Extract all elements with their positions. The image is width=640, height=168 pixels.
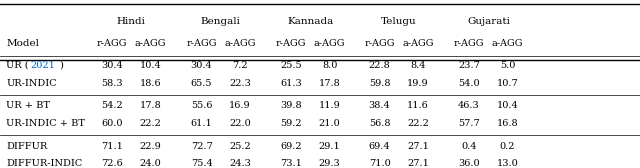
Text: r-AGG: r-AGG [276,39,307,48]
Text: 59.8: 59.8 [369,79,390,88]
Text: 16.9: 16.9 [229,101,251,110]
Text: 10.4: 10.4 [497,101,518,110]
Text: Telugu: Telugu [381,16,417,26]
Text: 8.0: 8.0 [322,61,337,70]
Text: UR-INDIC + BT: UR-INDIC + BT [6,119,85,128]
Text: 56.8: 56.8 [369,119,390,128]
Text: a-AGG: a-AGG [492,39,524,48]
Text: 16.8: 16.8 [497,119,518,128]
Text: 25.5: 25.5 [280,61,302,70]
Text: 2021: 2021 [31,61,56,70]
Text: Bengali: Bengali [201,16,241,26]
Text: 73.1: 73.1 [280,159,302,168]
Text: 0.2: 0.2 [500,142,515,151]
Text: 27.1: 27.1 [407,159,429,168]
Text: 39.8: 39.8 [280,101,302,110]
Text: 71.0: 71.0 [369,159,390,168]
Text: 17.8: 17.8 [319,79,340,88]
Text: 25.2: 25.2 [229,142,251,151]
Text: 59.2: 59.2 [280,119,302,128]
Text: a-AGG: a-AGG [402,39,434,48]
Text: 21.0: 21.0 [319,119,340,128]
Text: 27.1: 27.1 [407,142,429,151]
Text: 29.1: 29.1 [319,142,340,151]
Text: 29.3: 29.3 [319,159,340,168]
Text: 11.9: 11.9 [319,101,340,110]
Text: 72.6: 72.6 [101,159,123,168]
Text: 19.9: 19.9 [407,79,429,88]
Text: 72.7: 72.7 [191,142,212,151]
Text: 58.3: 58.3 [101,79,123,88]
Text: 11.6: 11.6 [407,101,429,110]
Text: Gujarati: Gujarati [467,16,509,26]
Text: 54.2: 54.2 [101,101,123,110]
Text: UR (: UR ( [6,61,29,70]
Text: 13.0: 13.0 [497,159,518,168]
Text: DIFFUR-INDIC: DIFFUR-INDIC [6,159,83,168]
Text: 23.7: 23.7 [458,61,480,70]
Text: a-AGG: a-AGG [134,39,166,48]
Text: 0.4: 0.4 [461,142,477,151]
Text: ): ) [59,61,63,70]
Text: 36.0: 36.0 [458,159,480,168]
Text: 24.3: 24.3 [229,159,251,168]
Text: 24.0: 24.0 [140,159,161,168]
Text: 22.8: 22.8 [369,61,390,70]
Text: 61.3: 61.3 [280,79,302,88]
Text: r-AGG: r-AGG [186,39,217,48]
Text: 22.9: 22.9 [140,142,161,151]
Text: a-AGG: a-AGG [224,39,256,48]
Text: 17.8: 17.8 [140,101,161,110]
Text: a-AGG: a-AGG [314,39,346,48]
Text: 5.0: 5.0 [500,61,515,70]
Text: 54.0: 54.0 [458,79,480,88]
Text: 22.2: 22.2 [140,119,161,128]
Text: r-AGG: r-AGG [97,39,127,48]
Text: 30.4: 30.4 [191,61,212,70]
Text: 61.1: 61.1 [191,119,212,128]
Text: 46.3: 46.3 [458,101,480,110]
Text: DIFFUR: DIFFUR [6,142,47,151]
Text: 75.4: 75.4 [191,159,212,168]
Text: 60.0: 60.0 [101,119,123,128]
Text: 7.2: 7.2 [232,61,248,70]
Text: 65.5: 65.5 [191,79,212,88]
Text: Kannada: Kannada [287,16,333,26]
Text: r-AGG: r-AGG [454,39,484,48]
Text: Model: Model [6,39,40,48]
Text: 22.2: 22.2 [407,119,429,128]
Text: 57.7: 57.7 [458,119,480,128]
Text: 55.6: 55.6 [191,101,212,110]
Text: 22.3: 22.3 [229,79,251,88]
Text: 30.4: 30.4 [101,61,123,70]
Text: 71.1: 71.1 [101,142,123,151]
Text: 69.2: 69.2 [280,142,302,151]
Text: 18.6: 18.6 [140,79,161,88]
Text: 8.4: 8.4 [410,61,426,70]
Text: 10.4: 10.4 [140,61,161,70]
Text: Hindi: Hindi [116,16,146,26]
Text: UR-INDIC: UR-INDIC [6,79,57,88]
Text: 69.4: 69.4 [369,142,390,151]
Text: 10.7: 10.7 [497,79,518,88]
Text: 38.4: 38.4 [369,101,390,110]
Text: 22.0: 22.0 [229,119,251,128]
Text: r-AGG: r-AGG [364,39,395,48]
Text: UR + BT: UR + BT [6,101,51,110]
